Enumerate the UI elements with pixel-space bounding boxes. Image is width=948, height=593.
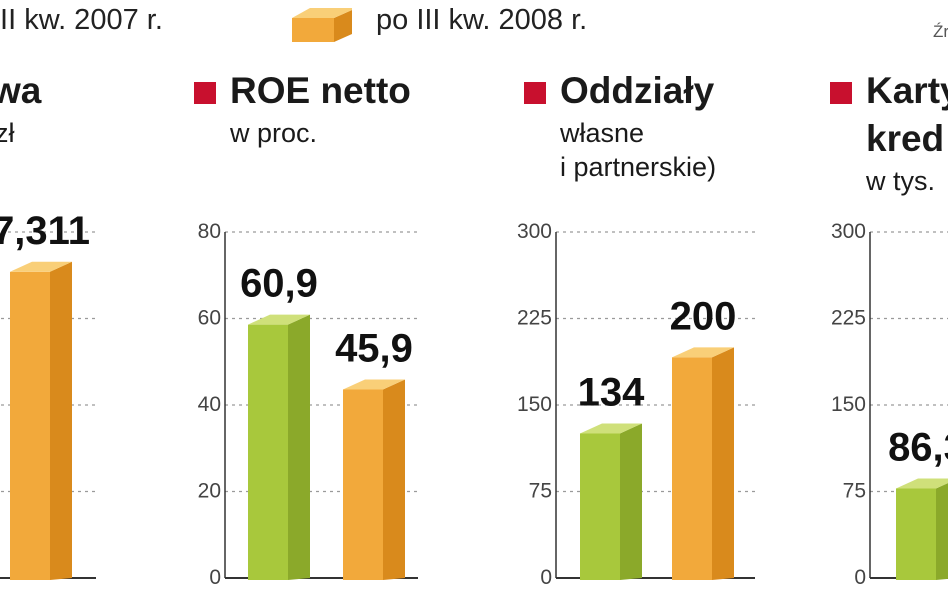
panel1-title: wa	[0, 70, 42, 111]
chart3-value-label-1: 134	[578, 370, 645, 414]
panel1-subtitle: zł	[0, 118, 15, 148]
chart2-ytick: 0	[209, 566, 221, 589]
chart4-ytick: 150	[831, 393, 866, 416]
chart2-bar-2	[343, 379, 405, 580]
legend-label-2007: III kw. 2007 r.	[0, 4, 163, 36]
chart4-ytick: 300	[831, 220, 866, 243]
chart3-value-label-2: 200	[670, 294, 737, 338]
chart3-ytick: 0	[540, 566, 552, 589]
chart2-value-label-1: 60,9	[240, 262, 318, 306]
legend-swatch-2008-icon	[292, 8, 352, 42]
chart2-ytick: 80	[198, 220, 221, 243]
chart2-ytick: 20	[198, 480, 221, 503]
panel2-subtitle: w proc.	[230, 118, 318, 148]
panel3-subtitle-line2: i partnerskie)	[560, 152, 717, 182]
chart4-value-label-1: 86,3	[888, 425, 948, 469]
chart4-ytick: 0	[854, 566, 866, 589]
chart3-ytick: 300	[517, 220, 552, 243]
chart4-ytick: 75	[843, 480, 866, 503]
chart2-ytick: 40	[198, 393, 221, 416]
chart2-ytick: 60	[198, 307, 221, 330]
legend-label-2008: po III kw. 2008 r.	[376, 4, 588, 36]
chart4-ytick: 225	[831, 307, 866, 330]
source-note: Źr	[933, 22, 948, 41]
panel4-subtitle-line1: kred	[866, 118, 945, 159]
chart4-bar-1	[896, 478, 948, 580]
chart3-ytick: 75	[529, 480, 552, 503]
chart3-bar-1	[580, 423, 642, 580]
chart3-ytick: 150	[517, 393, 552, 416]
chart1-bar-2	[10, 261, 72, 580]
chart2-bar-1	[248, 314, 310, 580]
panel4-title: Karty	[866, 70, 948, 111]
chart1-value-label-2: 7,311	[0, 209, 90, 253]
panel2-title: ROE netto	[230, 70, 411, 111]
chart3-ytick: 225	[517, 307, 552, 330]
panel4-subtitle-line2: w tys.	[866, 166, 936, 196]
panel3-title: Oddziały	[560, 70, 715, 111]
panel4-marker	[830, 82, 852, 104]
chart2-value-label-2: 45,9	[335, 326, 413, 370]
chart3-bar-2	[672, 347, 734, 580]
panel3-subtitle-line1: własne	[560, 118, 645, 148]
panel3-marker	[524, 82, 546, 104]
panel2-marker	[194, 82, 216, 104]
